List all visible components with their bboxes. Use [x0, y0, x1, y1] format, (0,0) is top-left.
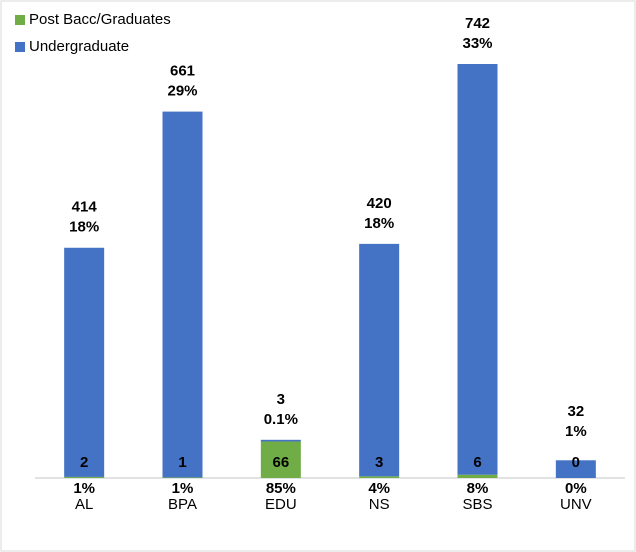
- percent-label: 8%: [467, 480, 489, 497]
- data-label: 742: [465, 15, 490, 32]
- bar-segment: [457, 64, 498, 475]
- percent-label: 4%: [368, 480, 390, 497]
- percent-label: 18%: [69, 219, 99, 236]
- data-label: 3: [277, 391, 285, 408]
- legend-label: Post Bacc/Graduates: [29, 11, 171, 28]
- bar-segment: [359, 243, 400, 477]
- bar-segment: [64, 247, 105, 477]
- legend-swatch: [15, 15, 25, 25]
- bar-segment: [457, 474, 498, 478]
- x-tick-label: EDU: [265, 496, 297, 513]
- data-label: 6: [473, 454, 481, 471]
- bar-segment: [260, 441, 301, 478]
- percent-label: 29%: [167, 83, 197, 100]
- bar-segment: [162, 477, 203, 478]
- data-label: 0: [572, 454, 580, 471]
- percent-label: 1%: [565, 423, 587, 440]
- x-tick-label: BPA: [168, 496, 197, 513]
- bar-segment: [64, 476, 105, 478]
- percent-label: 1%: [73, 480, 95, 497]
- percent-label: 18%: [364, 215, 394, 232]
- legend-label: Undergraduate: [29, 38, 129, 55]
- data-label: 1: [178, 454, 186, 471]
- data-label: 32: [567, 403, 584, 420]
- data-label: 2: [80, 454, 88, 471]
- percent-label: 1%: [172, 480, 194, 497]
- legend-swatch: [15, 42, 25, 52]
- percent-label: 0%: [565, 480, 587, 497]
- bar-segment: [359, 476, 400, 478]
- percent-label: 33%: [462, 35, 492, 52]
- x-tick-label: NS: [369, 496, 390, 513]
- data-label: 414: [72, 199, 98, 216]
- x-tick-label: UNV: [560, 496, 592, 513]
- data-label: 3: [375, 454, 383, 471]
- data-label: 420: [367, 195, 392, 212]
- bar-segment: [260, 439, 301, 442]
- bar-segment: [162, 111, 203, 478]
- percent-label: 85%: [266, 480, 296, 497]
- bar-segment: [555, 460, 596, 478]
- data-label: 661: [170, 63, 195, 80]
- data-label: 66: [272, 454, 289, 471]
- percent-label: 0.1%: [264, 411, 298, 428]
- x-tick-label: SBS: [462, 496, 492, 513]
- x-tick-label: AL: [75, 496, 93, 513]
